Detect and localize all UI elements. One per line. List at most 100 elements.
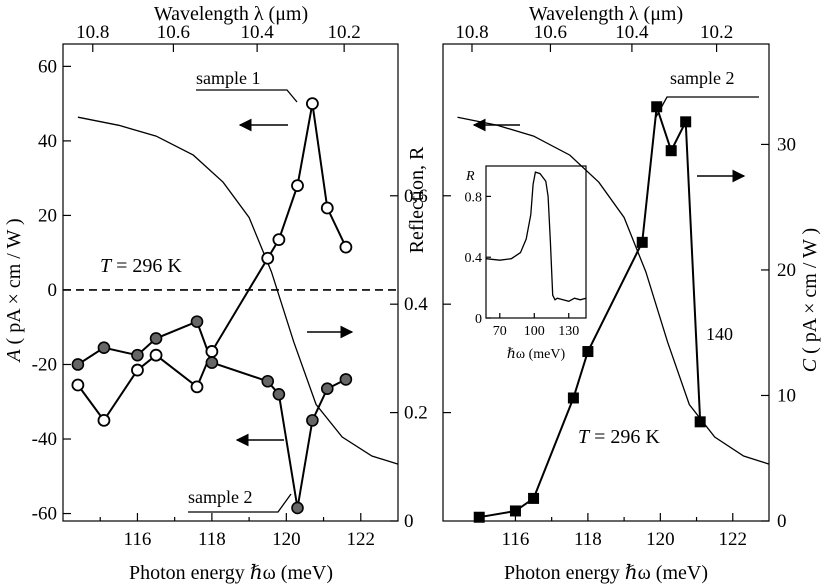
sample2-line-right — [479, 106, 702, 519]
right-top-ticks: 10.8 10.6 10.4 10.2 — [455, 22, 733, 52]
sample1-leader — [196, 89, 298, 103]
inset-y-tick-label: 0.4 — [465, 251, 483, 266]
left-bottom-axis-title: Photon energy ℏω (meV) — [129, 562, 333, 584]
left-top-tick-label: 10.6 — [157, 22, 190, 43]
left-top-ticks: 10.8 10.6 10.4 10.2 — [76, 22, 361, 52]
right-panel: 116 118 120 122 10.8 10.6 10.4 10.2 0 10 20 30 70… — [442, 3, 821, 584]
inset-x-label: ℏω (meV) — [507, 347, 566, 362]
sample1-point — [291, 179, 304, 193]
sample1-point — [272, 233, 286, 247]
left-plot-frame — [62, 43, 399, 522]
left-x-tick-label: 118 — [198, 529, 226, 550]
right-left-ticks — [443, 195, 451, 414]
sample1-point — [190, 380, 204, 394]
sample1-point — [305, 97, 319, 111]
temperature-label-right: T = 296 K — [578, 426, 660, 448]
right-top-tick-label: 10.6 — [534, 22, 567, 43]
A-symbol: A — [3, 349, 25, 364]
left-top-tick-label: 10.8 — [76, 22, 109, 43]
right-x-tick-label: 120 — [646, 529, 675, 550]
sample1-point — [339, 240, 353, 254]
inset-x-tick-label: 130 — [558, 324, 579, 339]
C-symbol: C — [799, 358, 821, 372]
left-y-ticks: -60 -40 -20 0 20 40 60 — [32, 56, 71, 525]
inset: 70 100 130 0 0.4 0.8 R ℏω (meV) — [465, 165, 587, 362]
left-y2-ticks: 0 0.2 0.4 0.6 — [390, 186, 428, 532]
right-x-tick-label: 118 — [574, 529, 602, 550]
sample2-point — [272, 387, 286, 401]
left-y-tick-label: -20 — [32, 354, 57, 375]
T-value-left: = 296 K — [111, 255, 182, 277]
reflection-tick-label: 0.2 — [404, 403, 428, 424]
left-panel: 116 118 120 122 10.8 10.6 10.4 10.2 -60 -40 -20 0… — [3, 3, 428, 584]
right-bottom-axis-title: Photon energy ℏω (meV) — [504, 562, 708, 584]
sample2-leader-right — [655, 96, 759, 118]
left-top-tick-label: 10.4 — [241, 22, 275, 43]
left-y-tick-label: -40 — [32, 429, 57, 450]
right-top-tick-label: 10.4 — [615, 22, 649, 43]
inset-y-label: R — [465, 169, 475, 184]
sample2-label-right: sample 2 — [670, 68, 735, 88]
sample2-square-point — [473, 511, 485, 523]
reflection-tick-label: 0.4 — [404, 294, 428, 315]
right-top-tick-label: 10.8 — [455, 22, 488, 43]
left-y-axis-title: A ( pA × cm / W ) — [3, 218, 25, 363]
left-x-tick-label: 122 — [347, 529, 376, 550]
left-y-tick-label: 20 — [38, 205, 57, 226]
right-y-axis-title: C ( pA × cm / W ) — [799, 228, 821, 372]
sample2-point — [131, 348, 144, 362]
sample2-point — [190, 315, 204, 328]
sample1-label: sample 1 — [196, 68, 261, 88]
temperature-label-left: T = 296 K — [100, 255, 182, 277]
sample1-point — [261, 251, 275, 265]
right-y-tick-label: 30 — [777, 134, 796, 155]
sample1-point — [71, 378, 85, 392]
sample2-square-point — [567, 392, 579, 404]
left-x-tick-label: 116 — [124, 529, 152, 550]
left-top-tick-label: 10.2 — [328, 22, 361, 43]
sample2-label-left: sample 2 — [188, 487, 253, 507]
right-x-ticks: 116 118 120 122 — [478, 513, 747, 550]
sample2-points-right — [473, 101, 706, 523]
inset-x-tick-label: 100 — [524, 324, 545, 339]
reflection-tick-label: 0 — [404, 511, 414, 532]
sample2-points-left — [71, 315, 353, 515]
inset-x-tick-label: 70 — [493, 324, 507, 339]
reflection-curve-left — [77, 116, 399, 465]
sample1-point — [320, 201, 334, 215]
left-y-tick-label: 0 — [48, 280, 58, 301]
left-top-axis-title: Wavelength λ (μm) — [154, 3, 308, 25]
reflection-tick-label: 0.6 — [404, 186, 428, 207]
sample2-square-point — [636, 236, 648, 248]
T-value-right: = 296 K — [589, 426, 660, 448]
left-x-ticks: 116 118 120 122 — [99, 513, 376, 550]
sample2-point — [339, 373, 353, 386]
sample2-point — [261, 374, 275, 388]
left-y-tick-label: -60 — [32, 504, 57, 525]
sample2-square-point — [680, 116, 692, 128]
right-x-tick-label: 116 — [502, 529, 530, 550]
sample2-leader-left — [188, 493, 292, 513]
left-x-tick-label: 120 — [272, 529, 301, 550]
sample1-point — [205, 345, 219, 358]
sample2-point — [291, 501, 304, 515]
sample2-point — [306, 414, 319, 427]
right-y-ticks: 0 10 20 30 — [761, 134, 796, 532]
stray-140-label: 140 — [706, 324, 733, 344]
reflection-axis-title: Reflection, R — [406, 146, 428, 253]
right-top-tick-label: 10.2 — [700, 22, 733, 43]
sample1-line — [77, 103, 347, 423]
T-symbol-right: T — [578, 426, 591, 448]
left-y-tick-label: 60 — [38, 56, 57, 77]
sample2-point — [149, 332, 163, 345]
sample2-point — [205, 356, 219, 369]
sample2-point — [97, 341, 111, 355]
sample2-square-point — [665, 145, 677, 157]
sample2-square-point — [528, 492, 540, 504]
sample2-point — [71, 358, 85, 371]
inset-y-tick-label: 0 — [475, 312, 482, 327]
right-y-units: ( pA × cm / W ) — [799, 228, 821, 359]
reflection-curve-right — [457, 116, 770, 465]
right-y-tick-label: 10 — [777, 385, 796, 406]
